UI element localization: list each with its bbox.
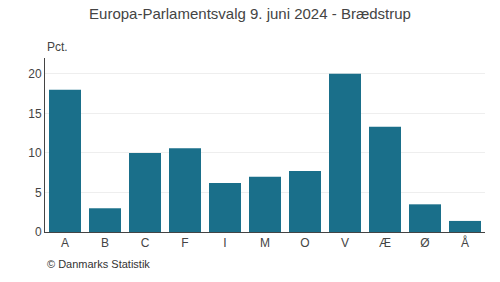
svg-text:B: B (101, 236, 109, 250)
svg-text:15: 15 (28, 107, 42, 121)
svg-text:© Danmarks Statistik: © Danmarks Statistik (47, 258, 150, 270)
svg-text:Europa-Parlamentsvalg 9. juni: Europa-Parlamentsvalg 9. juni 2024 - Bræ… (89, 5, 411, 22)
svg-text:10: 10 (28, 146, 42, 160)
svg-text:5: 5 (35, 186, 42, 200)
svg-text:0: 0 (35, 225, 42, 239)
svg-text:M: M (260, 236, 270, 250)
svg-text:Ø: Ø (420, 236, 429, 250)
svg-text:20: 20 (28, 67, 42, 81)
svg-text:A: A (61, 236, 69, 250)
svg-text:Å: Å (461, 235, 469, 250)
svg-text:O: O (300, 236, 309, 250)
svg-text:I: I (223, 236, 226, 250)
svg-text:V: V (341, 236, 349, 250)
svg-text:C: C (141, 236, 150, 250)
svg-text:Pct.: Pct. (47, 40, 68, 54)
svg-text:F: F (181, 236, 188, 250)
svg-text:Æ: Æ (379, 236, 391, 250)
